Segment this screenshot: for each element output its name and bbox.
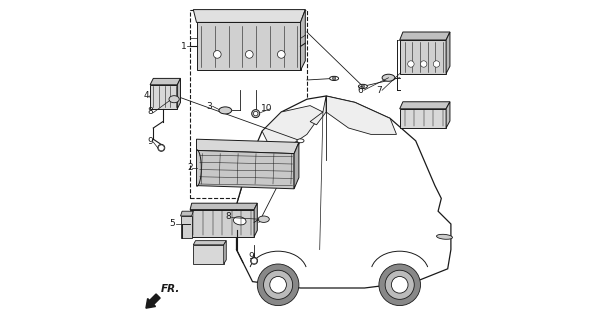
Polygon shape — [194, 10, 305, 22]
Ellipse shape — [358, 84, 367, 88]
Text: 1: 1 — [181, 42, 186, 51]
Polygon shape — [194, 241, 226, 245]
Polygon shape — [400, 109, 446, 128]
Polygon shape — [194, 245, 224, 264]
Polygon shape — [400, 40, 446, 74]
Ellipse shape — [436, 234, 453, 239]
Ellipse shape — [297, 139, 304, 143]
Polygon shape — [400, 32, 450, 40]
Circle shape — [159, 145, 164, 151]
Polygon shape — [294, 142, 299, 189]
Text: 9: 9 — [147, 137, 153, 146]
Ellipse shape — [158, 144, 165, 151]
Circle shape — [270, 276, 287, 293]
Polygon shape — [224, 241, 226, 264]
FancyArrow shape — [146, 294, 160, 308]
Polygon shape — [180, 211, 194, 216]
Circle shape — [257, 264, 299, 306]
Ellipse shape — [258, 216, 269, 222]
Polygon shape — [254, 203, 257, 237]
Ellipse shape — [169, 96, 179, 103]
Circle shape — [407, 61, 414, 67]
Polygon shape — [300, 10, 305, 70]
Ellipse shape — [254, 111, 258, 116]
Polygon shape — [180, 216, 192, 238]
Text: 6: 6 — [358, 86, 364, 95]
Bar — [190, 10, 307, 198]
Polygon shape — [326, 96, 397, 134]
Circle shape — [278, 51, 285, 58]
Polygon shape — [310, 96, 326, 125]
Ellipse shape — [251, 257, 258, 264]
Ellipse shape — [382, 74, 395, 81]
Circle shape — [379, 264, 421, 306]
Ellipse shape — [252, 109, 260, 117]
Polygon shape — [150, 85, 177, 109]
Circle shape — [421, 61, 427, 67]
Text: 5: 5 — [169, 220, 175, 228]
Circle shape — [332, 77, 336, 80]
Text: 10: 10 — [260, 104, 272, 113]
Polygon shape — [150, 78, 180, 85]
Polygon shape — [197, 139, 299, 154]
Polygon shape — [262, 106, 323, 147]
Circle shape — [251, 258, 257, 264]
Text: 4: 4 — [144, 92, 149, 100]
Circle shape — [385, 270, 414, 300]
Circle shape — [433, 61, 440, 67]
Text: 3: 3 — [206, 102, 212, 111]
Polygon shape — [197, 150, 294, 189]
Polygon shape — [446, 32, 450, 74]
Polygon shape — [446, 102, 450, 128]
Circle shape — [391, 276, 408, 293]
Ellipse shape — [329, 76, 338, 81]
Text: 8: 8 — [147, 108, 153, 116]
Text: 7: 7 — [376, 86, 382, 95]
Circle shape — [264, 270, 293, 300]
Polygon shape — [190, 203, 257, 210]
Text: FR.: FR. — [160, 284, 180, 294]
Ellipse shape — [219, 107, 232, 114]
Polygon shape — [197, 22, 300, 70]
Text: 9: 9 — [248, 252, 254, 261]
Polygon shape — [177, 78, 180, 109]
Polygon shape — [400, 102, 450, 109]
Polygon shape — [237, 96, 451, 288]
Polygon shape — [190, 210, 254, 237]
Circle shape — [361, 85, 364, 88]
Circle shape — [213, 51, 221, 58]
Ellipse shape — [233, 217, 246, 225]
Text: 8: 8 — [225, 212, 231, 221]
Circle shape — [245, 51, 253, 58]
Text: 2: 2 — [188, 164, 193, 172]
